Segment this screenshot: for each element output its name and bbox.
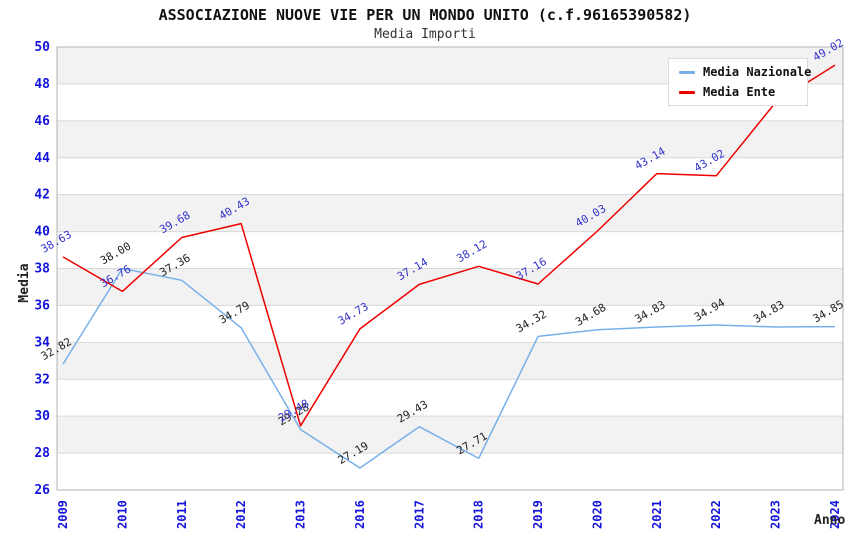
y-tick-label: 28 xyxy=(34,446,50,461)
plot-band xyxy=(57,268,843,306)
series-line-media-nazionale xyxy=(62,267,836,469)
plot-band xyxy=(57,342,843,380)
nazionale-line-swatch-icon xyxy=(679,70,695,74)
y-tick-label: 36 xyxy=(34,298,50,313)
y-tick-label: 46 xyxy=(34,114,50,129)
chart-subtitle: Media Importi xyxy=(374,27,476,42)
x-axis-title: Anno xyxy=(814,513,845,528)
x-tick-label: 2023 xyxy=(769,500,783,529)
legend-label: Media Ente xyxy=(703,85,776,99)
x-tick-label: 2022 xyxy=(709,500,723,529)
x-tick-label: 2009 xyxy=(56,500,70,529)
y-tick-label: 48 xyxy=(34,77,50,92)
x-tick-label: 2019 xyxy=(531,500,545,529)
y-axis-title: Media xyxy=(17,263,32,302)
data-label: 34.32 xyxy=(514,307,549,335)
legend-item-media-ente: Media Ente xyxy=(679,85,807,99)
y-tick-label: 50 xyxy=(34,40,50,55)
plot-border xyxy=(56,46,844,491)
y-tick-label: 42 xyxy=(34,188,50,203)
series-line-media-ente xyxy=(62,64,836,427)
x-tick-label: 2013 xyxy=(294,500,308,529)
data-label: 38.12 xyxy=(454,237,489,265)
plot-band xyxy=(57,194,843,232)
chart-title: ASSOCIAZIONE NUOVE VIE PER UN MONDO UNIT… xyxy=(158,6,692,24)
y-tick-label: 26 xyxy=(34,483,50,498)
x-tick-label: 2017 xyxy=(412,500,426,529)
y-tick-label: 44 xyxy=(34,151,50,166)
x-tick-label: 2024 xyxy=(828,500,842,529)
y-tick-label: 40 xyxy=(34,225,50,240)
x-tick-label: 2021 xyxy=(650,500,664,529)
y-tick-label: 30 xyxy=(34,409,50,424)
x-tick-label: 2016 xyxy=(353,500,367,529)
x-tick-label: 2020 xyxy=(590,500,604,529)
y-tick-label: 32 xyxy=(34,372,50,387)
ente-line-swatch-icon xyxy=(679,90,695,94)
x-tick-label: 2010 xyxy=(115,500,129,529)
plot-band xyxy=(57,416,843,454)
legend-item-media-nazionale: Media Nazionale xyxy=(679,65,811,79)
x-tick-label: 2011 xyxy=(175,500,189,529)
y-tick-label: 34 xyxy=(34,335,50,350)
y-tick-label: 38 xyxy=(34,262,50,277)
legend-label: Media Nazionale xyxy=(703,65,812,79)
data-label: 38.00 xyxy=(98,240,133,268)
legend: Media Nazionale Media Ente xyxy=(668,58,811,106)
plot-band xyxy=(57,120,843,158)
x-tick-label: 2018 xyxy=(472,500,486,529)
x-tick-label: 2012 xyxy=(234,500,248,529)
